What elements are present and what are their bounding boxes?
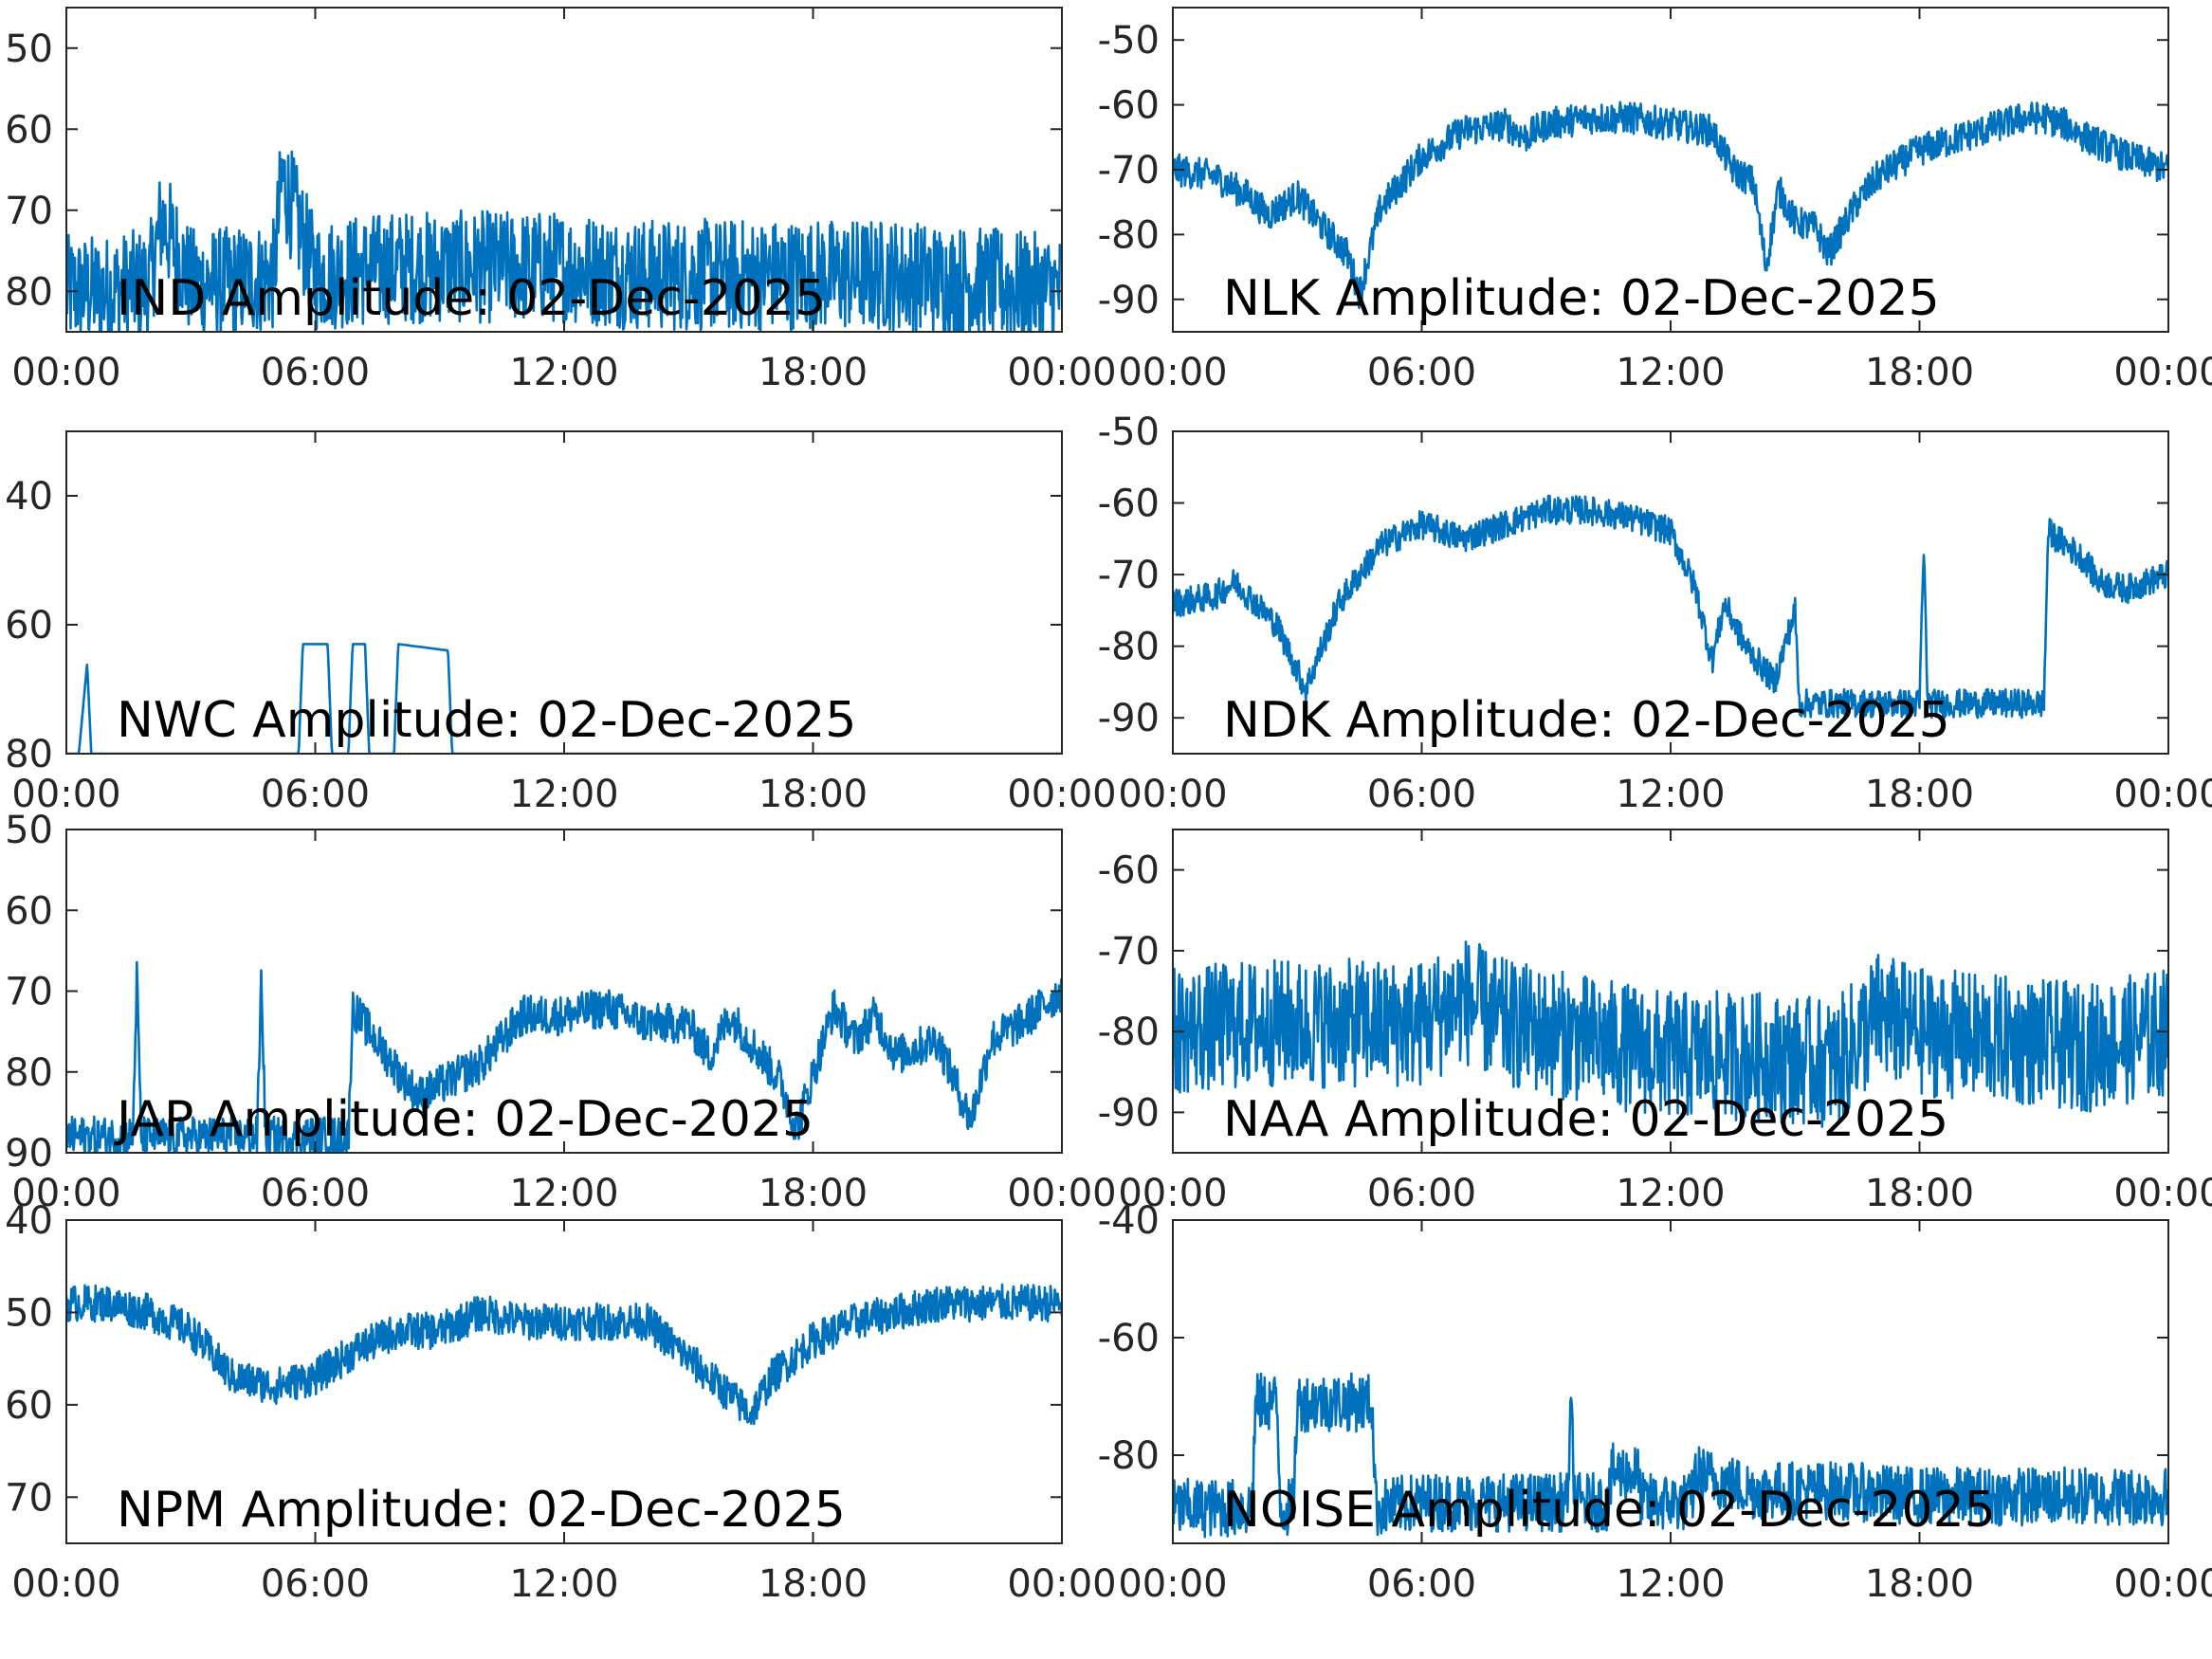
panel-6: 40 50 60 70 00:00 06:00 12:00 18:00 00:00 NPM Amp…: [5, 1199, 1117, 1606]
y-tick-label: 70: [5, 1476, 53, 1520]
x-tick-label: 06:00: [1367, 1172, 1476, 1215]
x-tick-label: 18:00: [759, 1172, 868, 1215]
y-tick-label: -80: [1098, 626, 1160, 669]
x-tick-label: 00:00: [1118, 773, 1227, 816]
x-tick-label: 12:00: [509, 1562, 618, 1606]
y-tick-label: 90: [5, 1132, 53, 1176]
x-tick-label: 18:00: [1865, 351, 1974, 394]
series-line: [1173, 100, 2168, 310]
x-tick-label: 12:00: [509, 1172, 618, 1215]
x-tick-label: 00:00: [1007, 1172, 1116, 1215]
panel-3: -50 -60 -70 -80 -90 00:00 06:00 12:00 18:00 00:00…: [1098, 410, 2212, 816]
x-tick-label: 06:00: [1367, 351, 1476, 394]
panel-title: IND Amplitude: 02-Dec-2025: [117, 270, 826, 327]
y-tick-label: -60: [1098, 849, 1160, 893]
y-tick-label: 60: [5, 1384, 53, 1428]
y-tick-label: -90: [1098, 1091, 1160, 1135]
y-tick-label: 40: [5, 475, 53, 519]
x-tick-label: 06:00: [261, 1172, 370, 1215]
panel-title: NLK Amplitude: 02-Dec-2025: [1223, 270, 1940, 327]
x-tick-label: 00:00: [1118, 351, 1227, 394]
x-tick-label: 00:00: [1118, 1172, 1227, 1215]
y-tick-label: 80: [5, 733, 53, 776]
x-tick-label: 18:00: [759, 1562, 868, 1606]
panel-title: NWC Amplitude: 02-Dec-2025: [117, 692, 856, 749]
y-tick-label: 50: [5, 1291, 53, 1335]
y-tick-label: -80: [1098, 213, 1160, 257]
x-tick-label: 12:00: [1616, 1172, 1725, 1215]
y-tick-label: 50: [5, 27, 53, 71]
y-tick-label: 40: [5, 1199, 53, 1243]
y-tick-label: 80: [5, 270, 53, 314]
x-tick-label: 00:00: [1007, 351, 1116, 394]
x-tick-label: 18:00: [1865, 1562, 1974, 1606]
x-tick-label: 18:00: [759, 773, 868, 816]
panel-title: NDK Amplitude: 02-Dec-2025: [1223, 692, 1950, 749]
y-tick-label: 70: [5, 190, 53, 233]
y-tick-label: -90: [1098, 697, 1160, 740]
y-tick-label: -70: [1098, 554, 1160, 597]
series-line: [1173, 494, 2168, 720]
x-tick-label: 00:00: [2113, 351, 2212, 394]
y-tick-label: 60: [5, 889, 53, 933]
x-tick-label: 12:00: [1616, 773, 1725, 816]
series-line: [66, 960, 1062, 1153]
y-tick-label: -90: [1098, 279, 1160, 322]
panel-0: 50 60 70 80 00:00 06:00 12:00 18:00 00:00 IND Amp…: [5, 7, 1117, 394]
series-line: [66, 1283, 1062, 1426]
x-tick-label: 12:00: [1616, 1562, 1725, 1606]
x-tick-label: 00:00: [11, 1562, 120, 1606]
x-tick-label: 00:00: [2113, 773, 2212, 816]
x-tick-label: 18:00: [1865, 773, 1974, 816]
y-tick-label: -40: [1098, 1199, 1160, 1243]
x-tick-label: 12:00: [1616, 351, 1725, 394]
x-tick-label: 00:00: [1007, 773, 1116, 816]
y-tick-label: -50: [1098, 410, 1160, 454]
x-tick-label: 18:00: [759, 351, 868, 394]
x-tick-label: 06:00: [1367, 1562, 1476, 1606]
x-tick-label: 00:00: [2113, 1172, 2212, 1215]
panel-title: JAP Amplitude: 02-Dec-2025: [114, 1091, 814, 1148]
y-tick-label: -80: [1098, 1011, 1160, 1054]
x-tick-label: 00:00: [11, 351, 120, 394]
x-tick-label: 00:00: [1118, 1562, 1227, 1606]
x-tick-label: 18:00: [1865, 1172, 1974, 1215]
x-tick-label: 00:00: [2113, 1562, 2212, 1606]
x-tick-label: 00:00: [11, 1172, 120, 1215]
y-tick-label: 60: [5, 108, 53, 152]
x-tick-label: 06:00: [261, 351, 370, 394]
x-tick-label: 06:00: [261, 1562, 370, 1606]
y-tick-label: -60: [1098, 483, 1160, 526]
y-tick-label: -60: [1098, 1317, 1160, 1360]
y-tick-label: -70: [1098, 149, 1160, 192]
series-line: [1173, 940, 2168, 1128]
x-tick-label: 00:00: [1007, 1562, 1116, 1606]
series-line: [1173, 1372, 2168, 1539]
y-tick-label: -70: [1098, 930, 1160, 974]
x-tick-label: 00:00: [11, 773, 120, 816]
x-tick-label: 12:00: [509, 351, 618, 394]
panel-title: NPM Amplitude: 02-Dec-2025: [117, 1482, 846, 1539]
y-tick-label: -60: [1098, 84, 1160, 128]
y-tick-label: 50: [5, 809, 53, 852]
x-tick-label: 12:00: [509, 773, 618, 816]
panel-5: -60 -70 -80 -90 00:00 06:00 12:00 18:00 00:00 NAA…: [1098, 829, 2212, 1215]
y-tick-label: 60: [5, 604, 53, 647]
y-tick-label: -50: [1098, 19, 1160, 63]
y-tick-label: 70: [5, 971, 53, 1014]
panel-1: -50 -60 -70 -80 -90 00:00 06:00 12:00 18:00 00:00…: [1098, 7, 2212, 394]
panel-title: NOISE Amplitude: 02-Dec-2025: [1223, 1482, 1996, 1539]
y-tick-label: 80: [5, 1051, 53, 1095]
panel-title: NAA Amplitude: 02-Dec-2025: [1223, 1091, 1948, 1148]
panel-7: -40 -60 -80 00:00 06:00 12:00 18:00 00:00 NOISE …: [1098, 1199, 2212, 1606]
x-tick-label: 06:00: [261, 773, 370, 816]
x-tick-label: 06:00: [1367, 773, 1476, 816]
y-tick-label: -80: [1098, 1434, 1160, 1478]
